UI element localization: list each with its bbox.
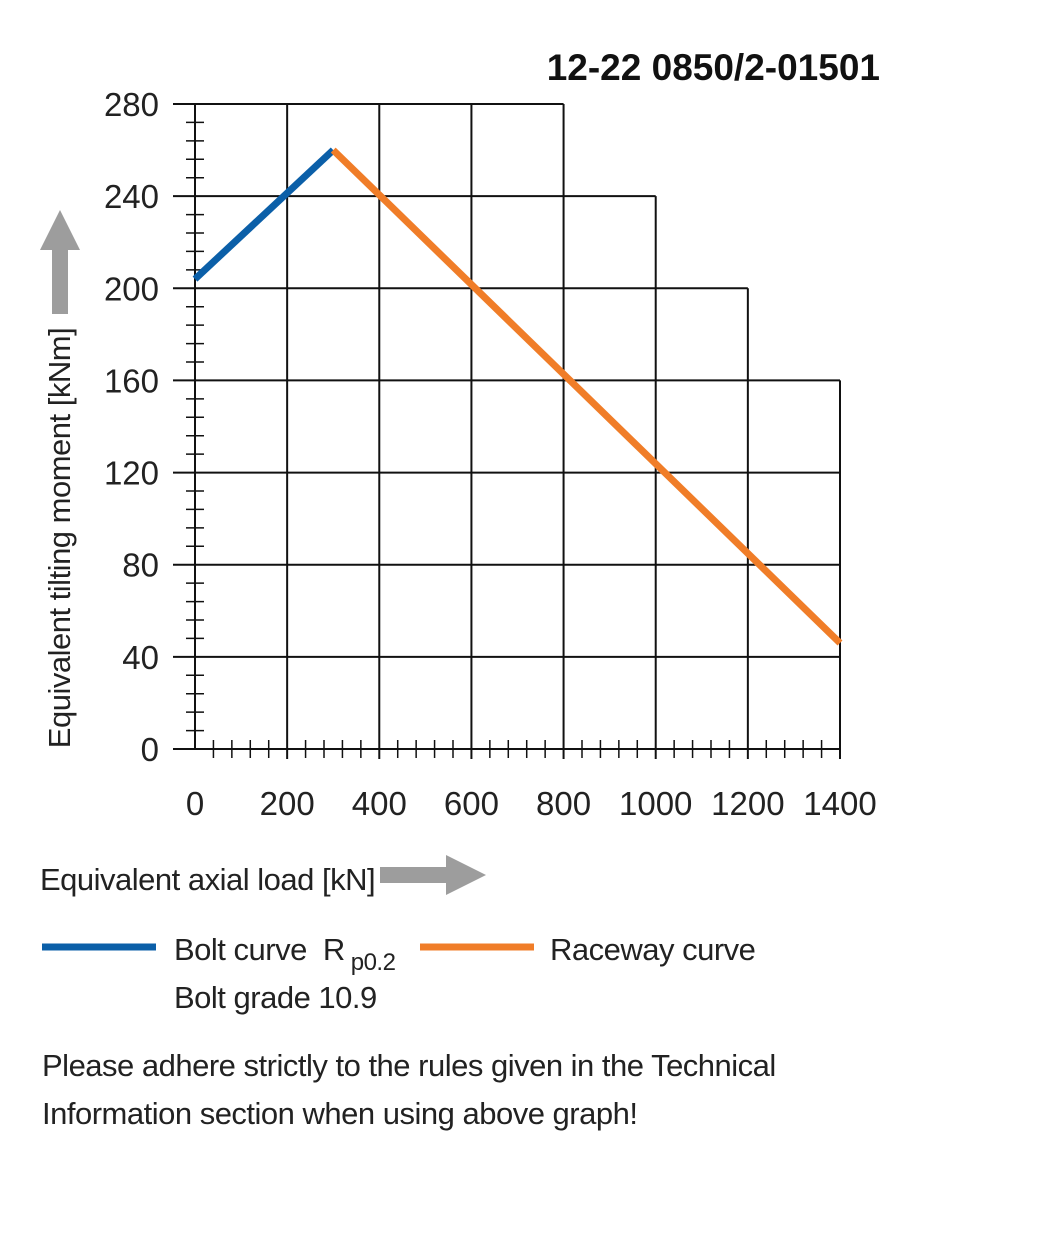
right-arrow-icon [380, 855, 486, 895]
x-tick-label: 1400 [803, 785, 876, 822]
legend-label-bolt-grade: Bolt grade 10.9 [174, 980, 377, 1015]
y-tick-label: 240 [104, 178, 159, 215]
y-tick-label: 0 [141, 731, 159, 768]
raceway-curve-line [330, 147, 843, 646]
y-tick-label: 160 [104, 362, 159, 399]
y-tick-label: 80 [122, 547, 159, 584]
y-tick-label: 280 [104, 86, 159, 123]
y-axis-label: Equivalent tilting moment [kNm] [42, 328, 77, 748]
x-tick-label: 200 [260, 785, 315, 822]
usage-note-line-1: Please adhere strictly to the rules give… [42, 1048, 776, 1083]
up-arrow-icon [40, 210, 80, 314]
legend-label-raceway: Raceway curve [550, 932, 755, 967]
bolt-curve-line [192, 147, 336, 282]
y-tick-label: 40 [122, 639, 159, 676]
y-tick-label: 120 [104, 455, 159, 492]
chart-title: 12-22 0850/2-01501 [547, 47, 880, 88]
x-tick-label: 1000 [619, 785, 692, 822]
tick-labels: 0 40 80 120 160 200 240 280 0 200 400 600 800 1000 120… [104, 86, 877, 822]
usage-note: Please adhere strictly to the rules give… [42, 1042, 802, 1138]
x-axis-label: Equivalent axial load [kN] [40, 862, 375, 897]
x-tick-label: 600 [444, 785, 499, 822]
usage-note-line-2: Information section when using above gra… [42, 1096, 638, 1131]
y-tick-label: 200 [104, 270, 159, 307]
grid [173, 103, 841, 759]
x-tick-label: 400 [352, 785, 407, 822]
x-tick-label: 0 [186, 785, 204, 822]
x-tick-label: 1200 [711, 785, 784, 822]
series-lines [192, 147, 843, 646]
minor-ticks [186, 121, 823, 758]
chart: 0 40 80 120 160 200 240 280 0 200 400 600 800 1000 120… [40, 47, 880, 1015]
x-tick-label: 800 [536, 785, 591, 822]
